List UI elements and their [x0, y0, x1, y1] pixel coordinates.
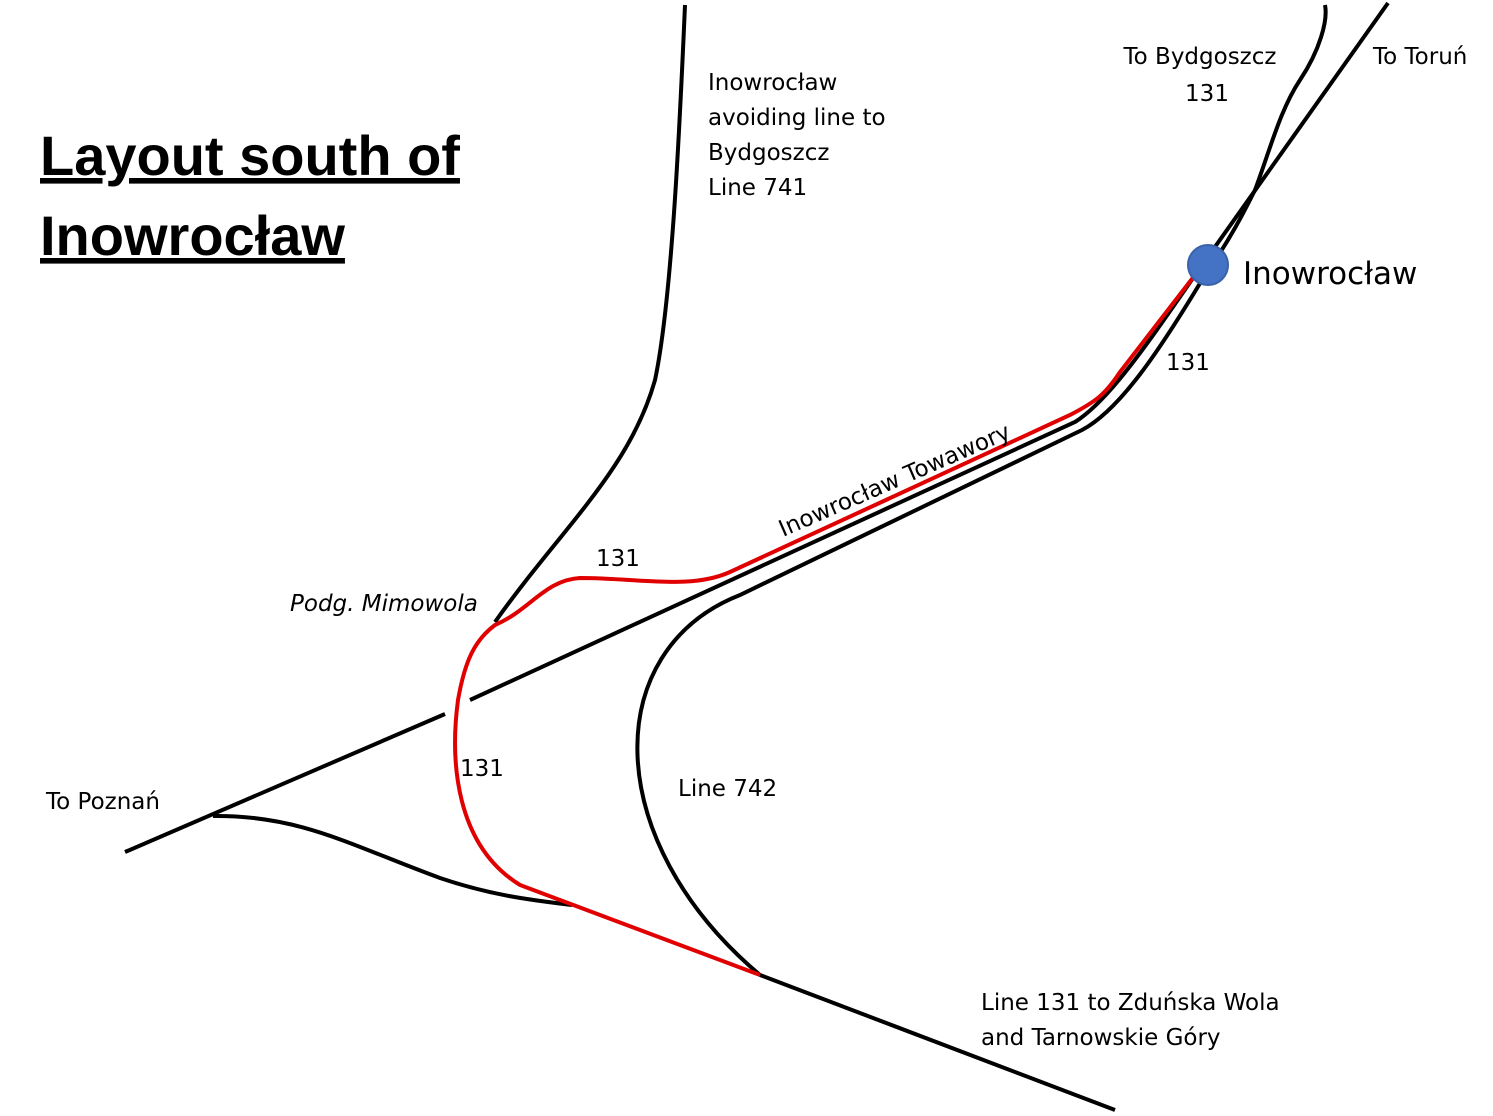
- poznan-line-west: [124, 712, 446, 854]
- label: To Bydgoszcz: [1123, 44, 1277, 70]
- station-label: Inowrocław: [1243, 256, 1417, 292]
- label: To Poznań: [45, 789, 160, 815]
- label: Inowrocław: [708, 70, 837, 96]
- label: Line 741: [708, 175, 807, 201]
- route-131: [453, 273, 1197, 977]
- label: 131: [1166, 350, 1210, 376]
- label: 131: [460, 756, 504, 782]
- line-131-south: [759, 973, 1116, 1112]
- label: Line 131 to Zduńska Wola: [981, 990, 1280, 1016]
- poznan-branch: [212, 813, 573, 907]
- line-741: [493, 4, 687, 624]
- title: Inowrocław: [40, 204, 345, 267]
- label: 131: [1185, 81, 1229, 107]
- label: and Tarnowskie Góry: [981, 1025, 1221, 1051]
- line-742: [635, 4, 1328, 977]
- poznan-line-east: [469, 1, 1390, 702]
- label: Podg. Mimowola: [290, 591, 478, 617]
- station-marker: [1187, 244, 1229, 286]
- label: Line 742: [678, 776, 777, 802]
- label: Bydgoszcz: [708, 140, 829, 166]
- label: 131: [596, 546, 640, 572]
- title: Layout south of: [40, 124, 460, 187]
- label: To Toruń: [1372, 44, 1467, 70]
- label: avoiding line to: [708, 105, 886, 131]
